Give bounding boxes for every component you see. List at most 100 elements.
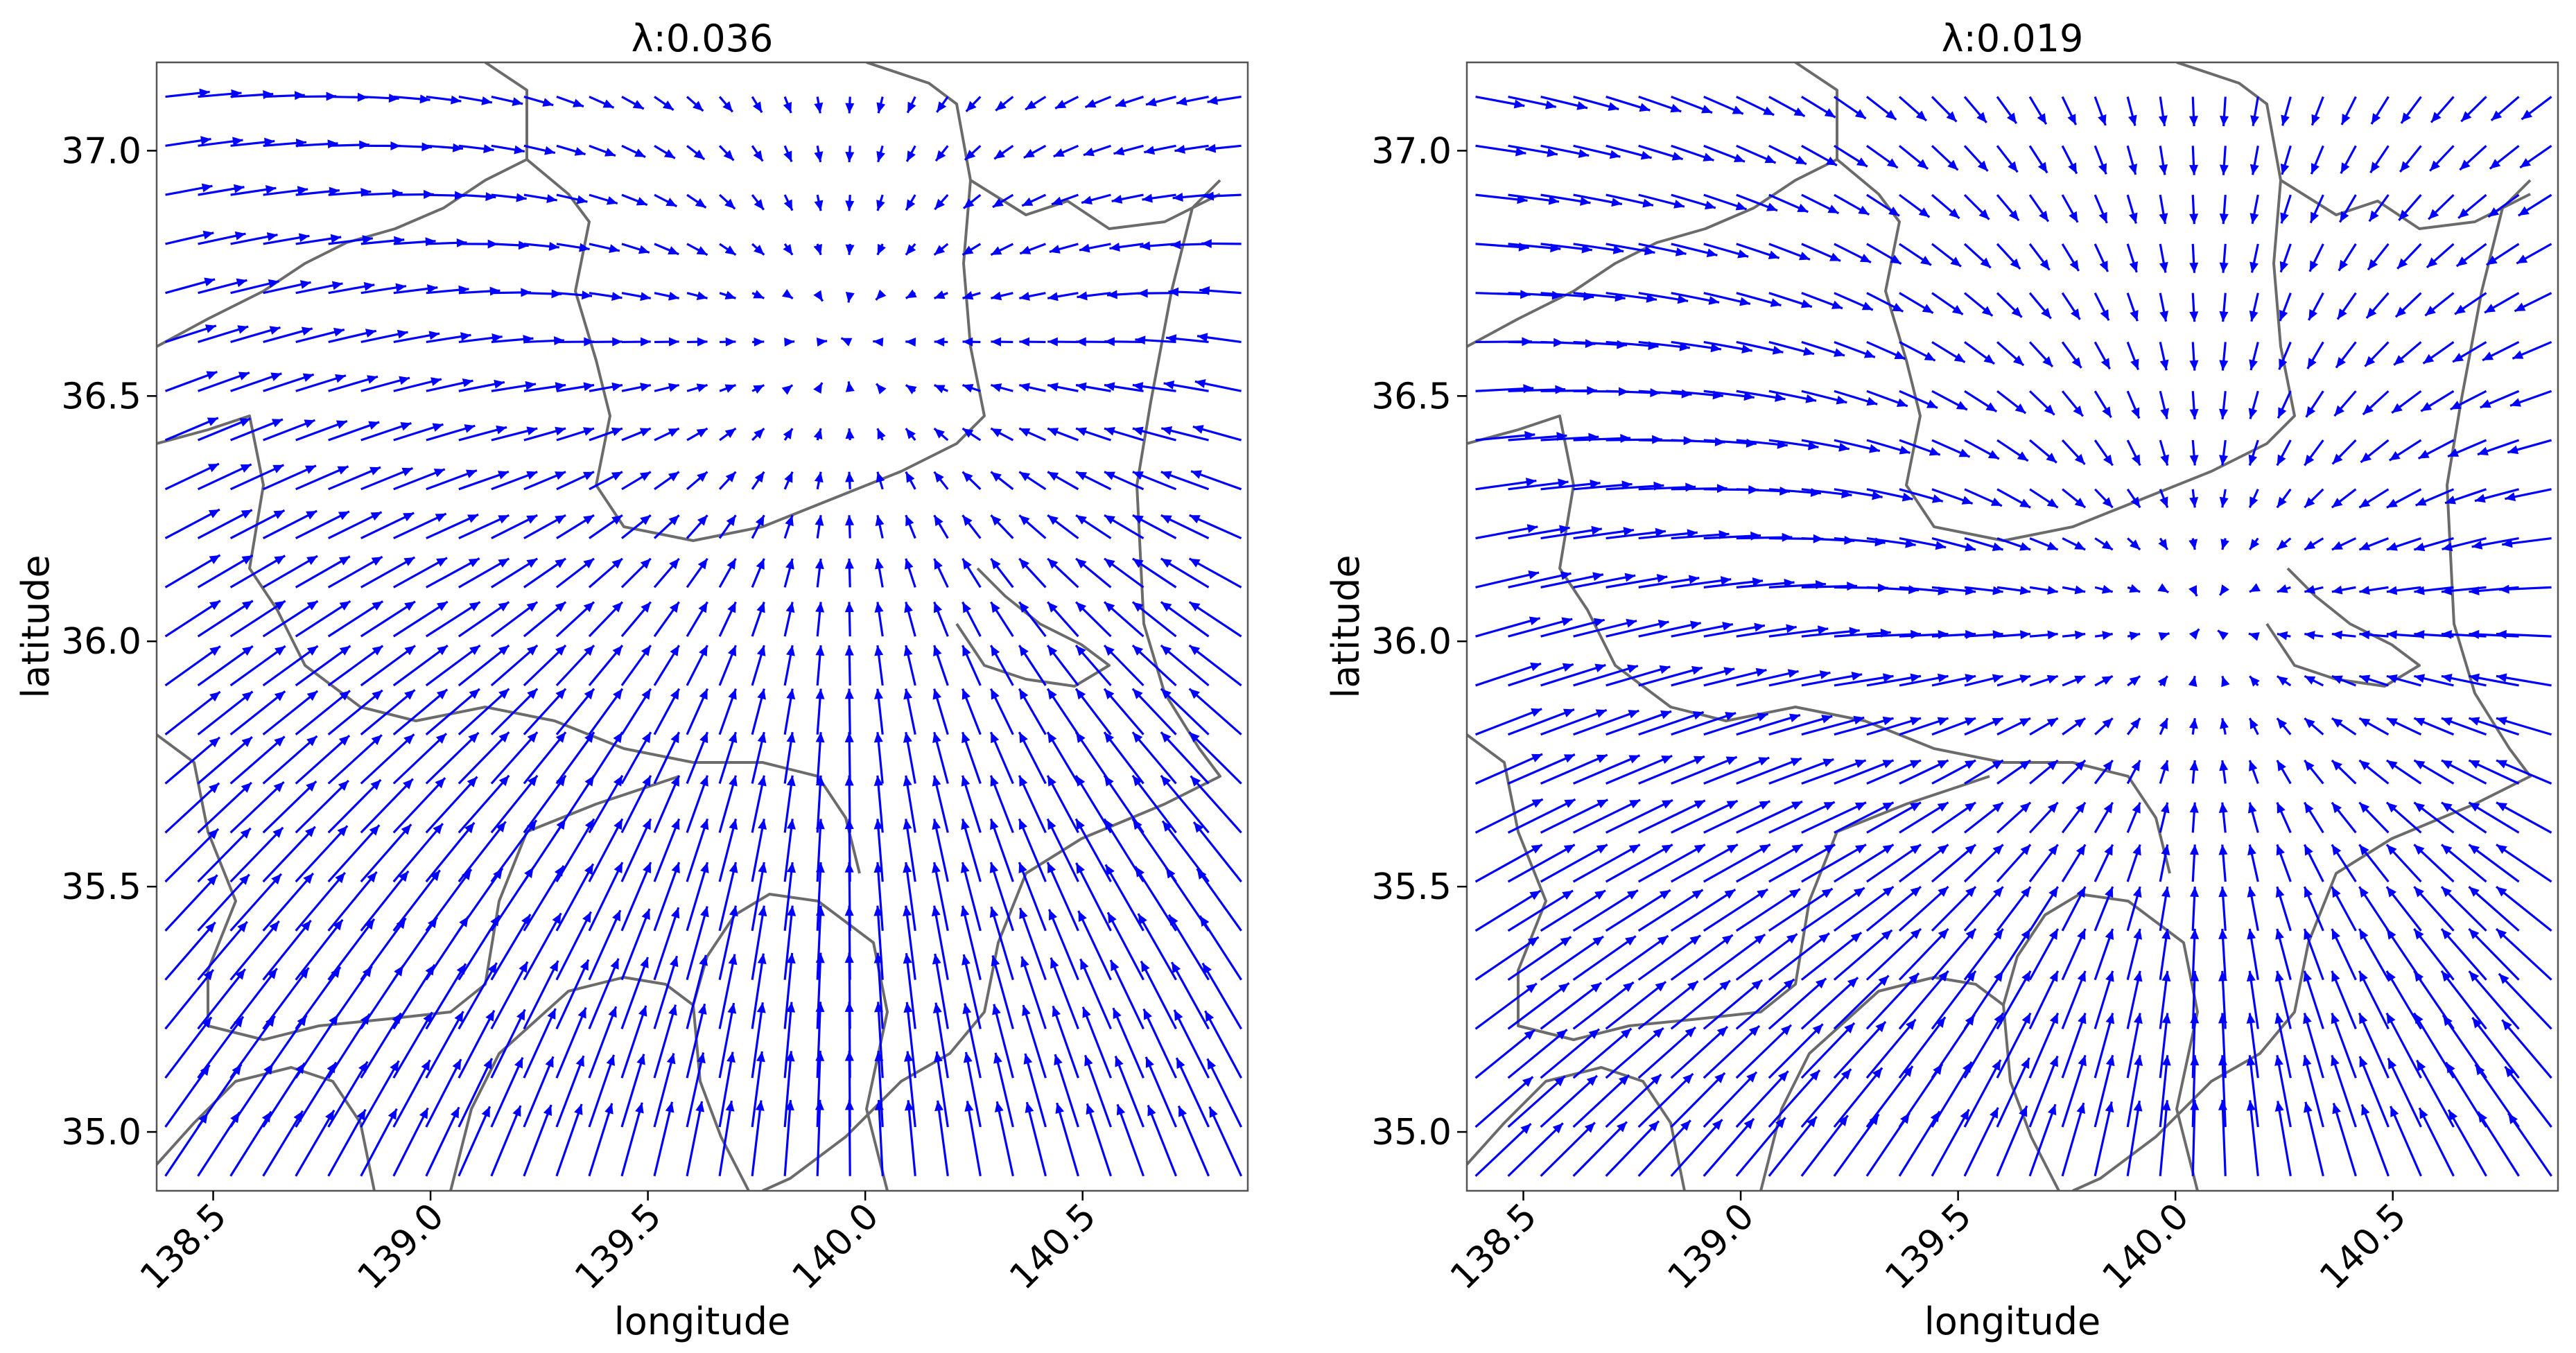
- quiver-arrow: [523, 382, 566, 392]
- quiver-arrow: [2094, 801, 2114, 834]
- quiver-arrow: [621, 96, 645, 110]
- quiver-arrow: [2367, 243, 2390, 271]
- quiver-arrow: [1963, 844, 2004, 883]
- quiver-arrow: [718, 514, 737, 539]
- quiver-arrow: [1898, 145, 1929, 171]
- quiver-arrow: [990, 427, 1014, 442]
- quiver-arrow: [751, 194, 765, 211]
- quiver-arrow: [588, 1103, 613, 1177]
- quiver-arrow: [1109, 959, 1145, 1030]
- quiver-arrow: [2189, 391, 2199, 420]
- quiver-arrow: [1046, 862, 1079, 932]
- quiver-arrow: [1196, 333, 1242, 344]
- quiver-arrow: [1996, 96, 2018, 125]
- quiver-arrow: [1899, 243, 1932, 266]
- y-tick-label: 35.0: [1371, 1112, 1452, 1153]
- quiver-arrow: [620, 557, 652, 588]
- quiver-arrow: [2094, 292, 2110, 321]
- quiver-arrow: [197, 645, 254, 687]
- quiver-arrow: [620, 1005, 647, 1079]
- quiver-arrow: [393, 94, 430, 104]
- quiver-arrow: [2126, 439, 2141, 466]
- quiver-arrow: [393, 512, 447, 540]
- quiver-arrow: [588, 688, 624, 735]
- quiver-arrow: [197, 690, 254, 735]
- quiver-arrow: [2189, 342, 2199, 371]
- quiver-arrow: [556, 382, 595, 392]
- quiver-arrow: [961, 688, 982, 735]
- quiver-arrow: [2274, 1101, 2292, 1177]
- quiver-arrow: [295, 871, 346, 932]
- quiver-arrow: [1638, 620, 1702, 638]
- quiver-arrow: [905, 428, 916, 442]
- quiver-arrow: [961, 514, 982, 539]
- quiver-arrow: [2413, 844, 2455, 883]
- quiver-arrow: [2498, 584, 2552, 594]
- border-prefecture-inner: [1794, 62, 1838, 159]
- quiver-arrow: [327, 778, 382, 834]
- quiver-arrow: [903, 688, 916, 735]
- quiver-arrow: [426, 424, 476, 442]
- quiver-arrow: [904, 602, 916, 637]
- quiver-arrow: [962, 337, 981, 347]
- quiver-arrow: [1540, 663, 1606, 687]
- quiver-arrow: [2386, 537, 2421, 551]
- quiver-arrow: [1025, 96, 1047, 111]
- quiver-arrow: [262, 780, 317, 834]
- quiver-arrow: [588, 862, 624, 932]
- quiver-arrow: [2127, 631, 2141, 640]
- quiver-arrow: [2358, 717, 2390, 736]
- quiver-arrow: [523, 774, 567, 834]
- quiver-arrow: [2424, 292, 2455, 317]
- quiver-arrow: [1573, 340, 1628, 349]
- quiver-arrow: [1475, 478, 1537, 491]
- quiver-arrow: [1964, 292, 1994, 317]
- quiver-arrow: [2501, 1019, 2552, 1079]
- quiver-arrow: [1573, 754, 1641, 785]
- quiver-arrow: [2477, 1111, 2520, 1177]
- quiver-arrow: [2441, 673, 2487, 687]
- quiver-arrow: [2159, 194, 2168, 225]
- quiver-arrow: [1605, 798, 1673, 834]
- quiver-arrow: [1508, 525, 1570, 540]
- quiver-arrow: [1475, 144, 1526, 157]
- quiver-arrow: [393, 468, 446, 491]
- quiver-arrow: [360, 689, 416, 735]
- x-tick-label: 140.0: [785, 1196, 887, 1298]
- quiver-arrow: [1103, 688, 1145, 735]
- quiver-arrow: [653, 514, 680, 539]
- quiver-arrow: [523, 96, 554, 107]
- quiver-arrow: [874, 645, 884, 686]
- quiver-arrow: [1735, 1070, 1789, 1128]
- quiver-arrow: [2440, 844, 2487, 883]
- quiver-arrow: [2159, 243, 2168, 273]
- quiver-arrow: [1638, 799, 1706, 834]
- quiver-arrow: [2277, 631, 2291, 640]
- quiver-arrow: [1508, 571, 1572, 588]
- quiver-arrow: [1573, 527, 1635, 540]
- quiver-arrow: [2094, 970, 2114, 1029]
- quiver-arrow: [1540, 981, 1603, 1030]
- quiver-arrow: [1540, 889, 1606, 932]
- quiver-arrow: [2440, 927, 2487, 981]
- quiver-arrow: [164, 828, 220, 883]
- quiver-arrow: [2399, 145, 2422, 173]
- quiver-arrow: [1931, 488, 1974, 505]
- quiver-arrow: [1081, 193, 1111, 205]
- quiver-arrow: [2457, 193, 2487, 219]
- quiver-arrow: [1140, 960, 1177, 1030]
- quiver-arrow: [490, 961, 529, 1030]
- quiver-arrow: [961, 243, 982, 256]
- quiver-arrow: [718, 1002, 737, 1079]
- quiver-arrow: [2061, 243, 2080, 272]
- quiver-arrow: [1192, 821, 1242, 883]
- quiver-arrow: [845, 428, 855, 441]
- quiver-arrow: [2368, 194, 2390, 222]
- quiver-arrow: [1996, 886, 2032, 932]
- coastline-bay: [692, 893, 889, 1191]
- quiver-arrow: [2386, 586, 2421, 595]
- quiver-arrow: [1508, 95, 1557, 110]
- quiver-arrow: [1637, 1026, 1696, 1079]
- quiver-arrow: [1137, 288, 1176, 298]
- quiver-arrow: [1573, 243, 1624, 254]
